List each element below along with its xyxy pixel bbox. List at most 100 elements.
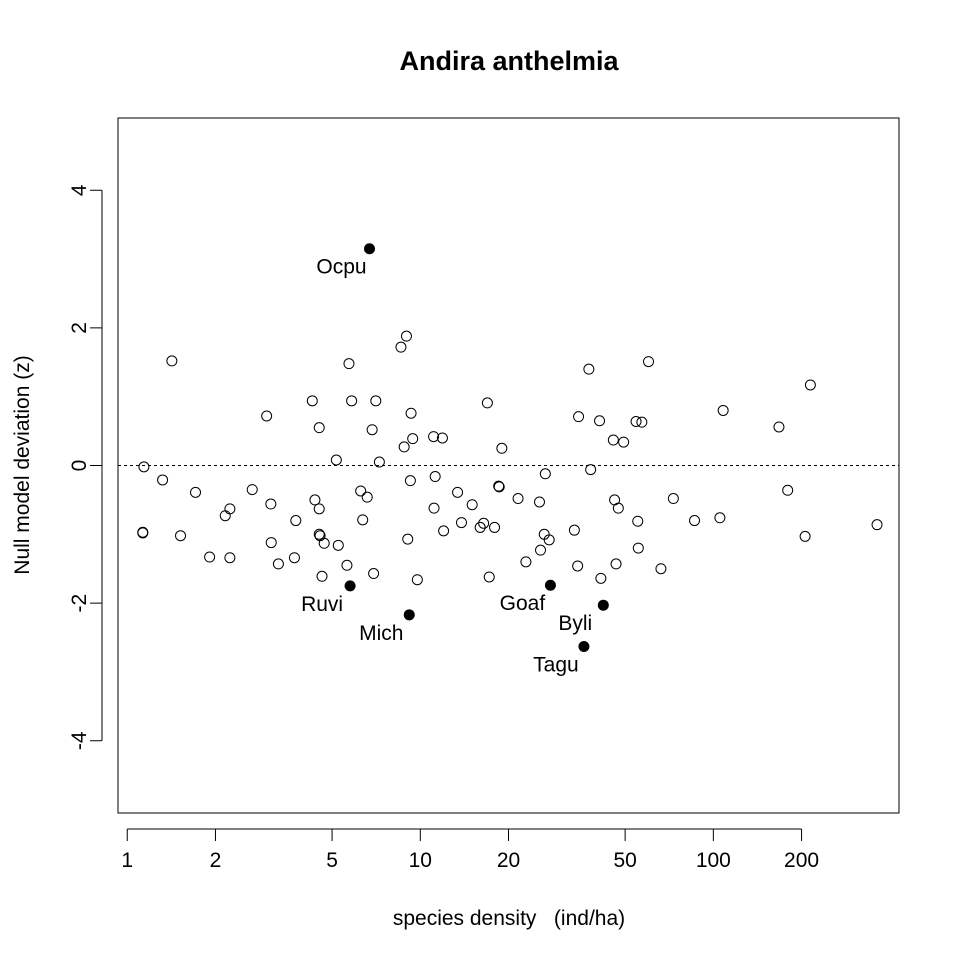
point-label: Goaf xyxy=(500,592,546,615)
point-label: Mich xyxy=(359,622,403,645)
scatter-point xyxy=(543,534,555,546)
scatter-point xyxy=(265,537,277,549)
scatter-point xyxy=(871,519,883,531)
scatter-point xyxy=(481,397,493,409)
scatter-point xyxy=(436,432,448,444)
scatter-point xyxy=(568,524,580,536)
scatter-point xyxy=(799,530,811,542)
scatter-point xyxy=(370,395,382,407)
scatter-point xyxy=(773,421,785,433)
scatter-point xyxy=(572,560,584,572)
scatter-point xyxy=(429,471,441,483)
x-tick-label: 20 xyxy=(497,849,520,872)
scatter-point xyxy=(404,475,416,487)
scatter-point xyxy=(318,537,330,549)
data-points xyxy=(137,243,883,652)
y-tick-label: 4 xyxy=(68,184,91,196)
scatter-point xyxy=(595,572,607,584)
scatter-point xyxy=(346,395,358,407)
scatter-point xyxy=(357,514,369,526)
scatter-point xyxy=(246,484,258,496)
scatter-point xyxy=(636,416,648,428)
chart-title: Andira anthelmia xyxy=(399,46,619,76)
scatter-point xyxy=(265,498,277,510)
scatter-point xyxy=(428,502,440,514)
scatter-point xyxy=(366,424,378,436)
scatter-point xyxy=(405,407,417,419)
scatter-point xyxy=(618,436,630,448)
highlighted-point xyxy=(403,609,415,621)
x-tick-label: 50 xyxy=(613,849,636,872)
scatter-point xyxy=(714,512,726,524)
scatter-point xyxy=(583,363,595,375)
scatter-point xyxy=(535,544,547,556)
scatter-point xyxy=(224,552,236,564)
x-tick-label: 200 xyxy=(784,849,819,872)
scatter-point xyxy=(373,456,385,468)
point-label: Ocpu xyxy=(316,256,366,279)
y-tick-label: 2 xyxy=(68,322,91,334)
x-tick-label: 2 xyxy=(210,849,222,872)
scatter-point xyxy=(341,559,353,571)
scatter-point xyxy=(455,517,467,529)
point-label: Byli xyxy=(558,612,592,635)
highlighted-point xyxy=(597,599,609,611)
highlighted-point xyxy=(578,640,590,652)
scatter-point xyxy=(400,330,412,342)
x-tick-label: 100 xyxy=(696,849,731,872)
scatter-point xyxy=(137,527,149,539)
scatter-point xyxy=(398,441,410,453)
scatter-point xyxy=(368,568,380,580)
scatter-point xyxy=(395,341,407,353)
scatter-point xyxy=(452,486,464,498)
y-tick-label: -4 xyxy=(68,731,91,750)
scatter-point xyxy=(630,415,642,427)
scatter-point xyxy=(313,422,325,434)
scatter-point xyxy=(175,530,187,542)
scatter-point xyxy=(343,358,355,370)
y-axis: -4 -2 0 2 4 xyxy=(68,184,103,750)
x-axis-label: species density (ind/ha) xyxy=(393,907,625,930)
highlighted-point xyxy=(344,580,356,592)
scatter-point xyxy=(261,410,273,422)
scatter-point xyxy=(204,551,216,563)
scatter-point xyxy=(407,433,419,445)
scatter-point xyxy=(493,480,505,492)
scatter-point xyxy=(804,379,816,391)
scatter-point xyxy=(313,503,325,515)
scatter-point xyxy=(309,494,321,506)
scatter-point xyxy=(478,517,490,529)
scatter-point xyxy=(138,461,150,473)
scatter-point xyxy=(428,431,440,443)
x-tick-label: 10 xyxy=(409,849,432,872)
scatter-point xyxy=(190,486,202,498)
scatter-point xyxy=(643,356,655,368)
scatter-point xyxy=(782,484,794,496)
y-axis-label: Null model deviation (z) xyxy=(11,355,34,574)
scatter-point xyxy=(512,493,524,505)
scatter-point xyxy=(533,496,545,508)
scatter-point xyxy=(585,464,597,476)
y-tick-label: 0 xyxy=(68,460,91,472)
scatter-point xyxy=(224,503,236,515)
scatter-point xyxy=(157,474,169,486)
point-label: Tagu xyxy=(533,653,579,676)
scatter-point xyxy=(313,528,325,540)
scatter-point xyxy=(689,515,701,527)
point-label: Ruvi xyxy=(301,593,343,616)
scatter-point xyxy=(717,404,729,416)
scatter-point xyxy=(489,521,501,533)
scatter-point xyxy=(612,502,624,514)
scatter-point xyxy=(361,491,373,503)
scatter-point xyxy=(438,525,450,537)
scatter-point xyxy=(355,485,367,497)
scatter-point xyxy=(520,556,532,568)
scatter-point xyxy=(573,411,585,423)
scatter-point xyxy=(632,542,644,554)
y-tick-label: -2 xyxy=(68,594,91,613)
scatter-point xyxy=(474,521,486,533)
scatter-point xyxy=(496,442,508,454)
scatter-point xyxy=(166,355,178,367)
